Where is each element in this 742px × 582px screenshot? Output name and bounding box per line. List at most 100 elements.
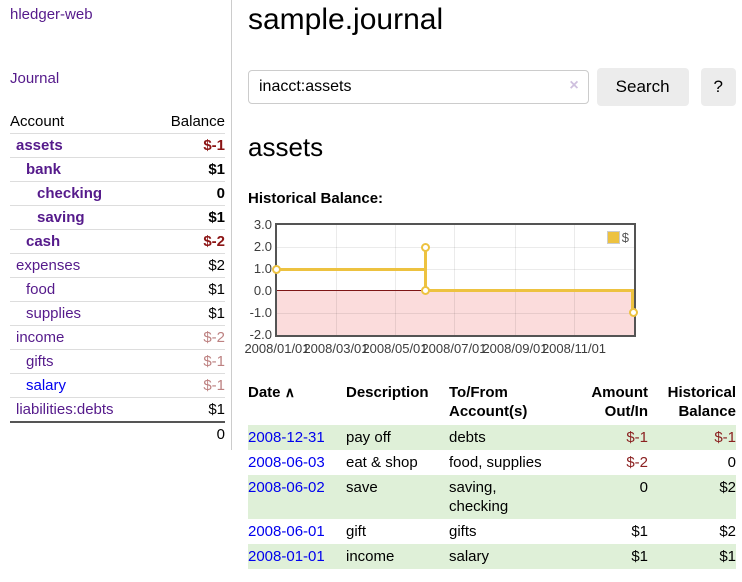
account-row: salary $-1 bbox=[10, 373, 225, 398]
transaction-description: pay off bbox=[346, 425, 449, 450]
account-row: bank $1 bbox=[10, 157, 225, 182]
account-row: cash $-2 bbox=[10, 229, 225, 254]
transaction-date-link[interactable]: 2008-06-01 bbox=[248, 523, 325, 540]
historical-balance-chart: 3.0 2.0 1.0 0.0 -1.0 -2.0 bbox=[244, 217, 728, 360]
journal-nav-link[interactable]: Journal bbox=[10, 70, 60, 87]
chart-series-line bbox=[631, 291, 634, 314]
transaction-description: eat & shop bbox=[346, 454, 418, 471]
clear-search-icon[interactable]: × bbox=[569, 77, 579, 94]
gridline bbox=[277, 247, 634, 248]
transaction-amount: $1 bbox=[564, 544, 648, 569]
account-balance: $1 bbox=[151, 157, 225, 182]
chart-data-point bbox=[421, 243, 430, 252]
accounts-table: Account Balance assets $-1 bank $1 check… bbox=[10, 110, 225, 446]
column-header-date[interactable]: Date ∧ bbox=[248, 384, 295, 401]
account-heading: assets bbox=[248, 132, 324, 162]
sidebar: hledger-web Journal Account Balance asse… bbox=[0, 0, 232, 450]
account-balance: $-2 bbox=[151, 325, 225, 350]
account-link-income[interactable]: income bbox=[16, 329, 65, 346]
account-row: food $1 bbox=[10, 277, 225, 302]
account-row: income $-2 bbox=[10, 325, 225, 350]
transaction-balance: $1 bbox=[648, 544, 736, 569]
column-header-accounts: To/From Account(s) bbox=[449, 384, 528, 420]
transaction-accounts: food, supplies bbox=[449, 454, 542, 471]
app-brand-link[interactable]: hledger-web bbox=[10, 6, 93, 23]
negative-region bbox=[277, 291, 634, 335]
account-link-gifts[interactable]: gifts bbox=[26, 353, 54, 370]
x-axis-label: 2008/01/01 bbox=[244, 341, 310, 356]
chart-plot-area[interactable]: $ bbox=[272, 223, 638, 337]
transaction-balance: 0 bbox=[727, 454, 736, 471]
gridline bbox=[515, 225, 516, 335]
transaction-amount: $-2 bbox=[626, 454, 648, 471]
account-balance: 0 bbox=[151, 181, 225, 206]
transaction-amount: 0 bbox=[564, 475, 648, 519]
chart-series-line bbox=[277, 268, 427, 271]
column-header-description: Description bbox=[346, 384, 429, 401]
transaction-description: save bbox=[346, 475, 449, 519]
transaction-row: 2008-06-02 save saving, checking 0 $2 bbox=[248, 475, 736, 519]
account-link-supplies[interactable]: supplies bbox=[26, 305, 82, 322]
account-balance: $-2 bbox=[151, 229, 225, 254]
gridline bbox=[454, 225, 455, 335]
chart-series-line bbox=[424, 247, 427, 291]
account-link-salary[interactable]: salary bbox=[26, 377, 67, 394]
transaction-date-link[interactable]: 2008-01-01 bbox=[248, 548, 325, 565]
legend-swatch bbox=[606, 231, 620, 244]
y-axis-label: -1.0 bbox=[249, 305, 272, 320]
transaction-accounts: saving, checking bbox=[449, 475, 564, 519]
account-link-expenses[interactable]: expenses bbox=[16, 257, 81, 274]
account-balance: $-1 bbox=[151, 133, 225, 158]
account-link-assets[interactable]: assets bbox=[16, 137, 63, 154]
register-table: Date ∧ Description To/From Account(s) Am… bbox=[248, 381, 736, 569]
x-axis-label: 2008/09/01 bbox=[482, 341, 548, 356]
search-input[interactable] bbox=[248, 70, 589, 104]
account-row: supplies $1 bbox=[10, 301, 225, 326]
main-content: sample.journal × Search ? assets Histori… bbox=[232, 0, 742, 569]
transaction-accounts: salary bbox=[449, 544, 564, 569]
gridline bbox=[277, 313, 634, 314]
account-link-saving[interactable]: saving bbox=[37, 209, 85, 226]
gridline bbox=[395, 225, 396, 335]
transaction-description: income bbox=[346, 544, 449, 569]
gridline bbox=[336, 225, 337, 335]
search-button[interactable]: Search bbox=[596, 68, 689, 106]
account-balance: $1 bbox=[151, 205, 225, 230]
account-row: checking 0 bbox=[10, 181, 225, 206]
sort-ascending-icon: ∧ bbox=[284, 384, 295, 400]
account-link-cash[interactable]: cash bbox=[26, 233, 61, 250]
transaction-date-link[interactable]: 2008-06-02 bbox=[248, 479, 325, 496]
chart-data-point bbox=[421, 286, 430, 295]
x-axis-label: 2008/05/01 bbox=[362, 341, 428, 356]
x-axis-label: 2008/03/01 bbox=[303, 341, 369, 356]
page-title: sample.journal bbox=[248, 3, 444, 36]
account-link-food[interactable]: food bbox=[26, 281, 56, 298]
account-row: liabilities:debts $1 bbox=[10, 397, 225, 422]
transaction-accounts: debts bbox=[449, 425, 564, 450]
account-link-bank[interactable]: bank bbox=[26, 161, 62, 178]
account-link-checking[interactable]: checking bbox=[37, 185, 103, 202]
account-balance: $1 bbox=[151, 301, 225, 326]
help-button[interactable]: ? bbox=[700, 68, 736, 106]
account-row: assets $-1 bbox=[10, 133, 225, 158]
transaction-row: 2008-06-01 gift gifts $1 $2 bbox=[248, 519, 736, 544]
account-balance: $-1 bbox=[151, 373, 225, 398]
transaction-description: gift bbox=[346, 523, 367, 540]
account-row: expenses $2 bbox=[10, 253, 225, 278]
transaction-balance: $2 bbox=[648, 475, 736, 519]
transaction-amount: $1 bbox=[631, 523, 648, 540]
chart-data-point bbox=[629, 308, 638, 317]
account-link-liabilities-debts[interactable]: liabilities:debts bbox=[16, 401, 114, 418]
account-balance: $2 bbox=[151, 253, 225, 278]
gridline bbox=[277, 269, 634, 270]
transaction-balance: $2 bbox=[719, 523, 736, 540]
gridline bbox=[574, 225, 575, 335]
legend-label: $ bbox=[621, 230, 629, 245]
search-form: × Search ? bbox=[248, 68, 736, 106]
transaction-date-link[interactable]: 2008-12-31 bbox=[248, 429, 325, 446]
transaction-date-link[interactable]: 2008-06-03 bbox=[248, 454, 325, 471]
transaction-row: 2008-06-03 eat & shop food, supplies $-2… bbox=[248, 450, 736, 475]
transaction-row: 2008-01-01 income salary $1 $1 bbox=[248, 544, 736, 569]
account-balance: $1 bbox=[151, 397, 225, 422]
account-row: gifts $-1 bbox=[10, 349, 225, 374]
